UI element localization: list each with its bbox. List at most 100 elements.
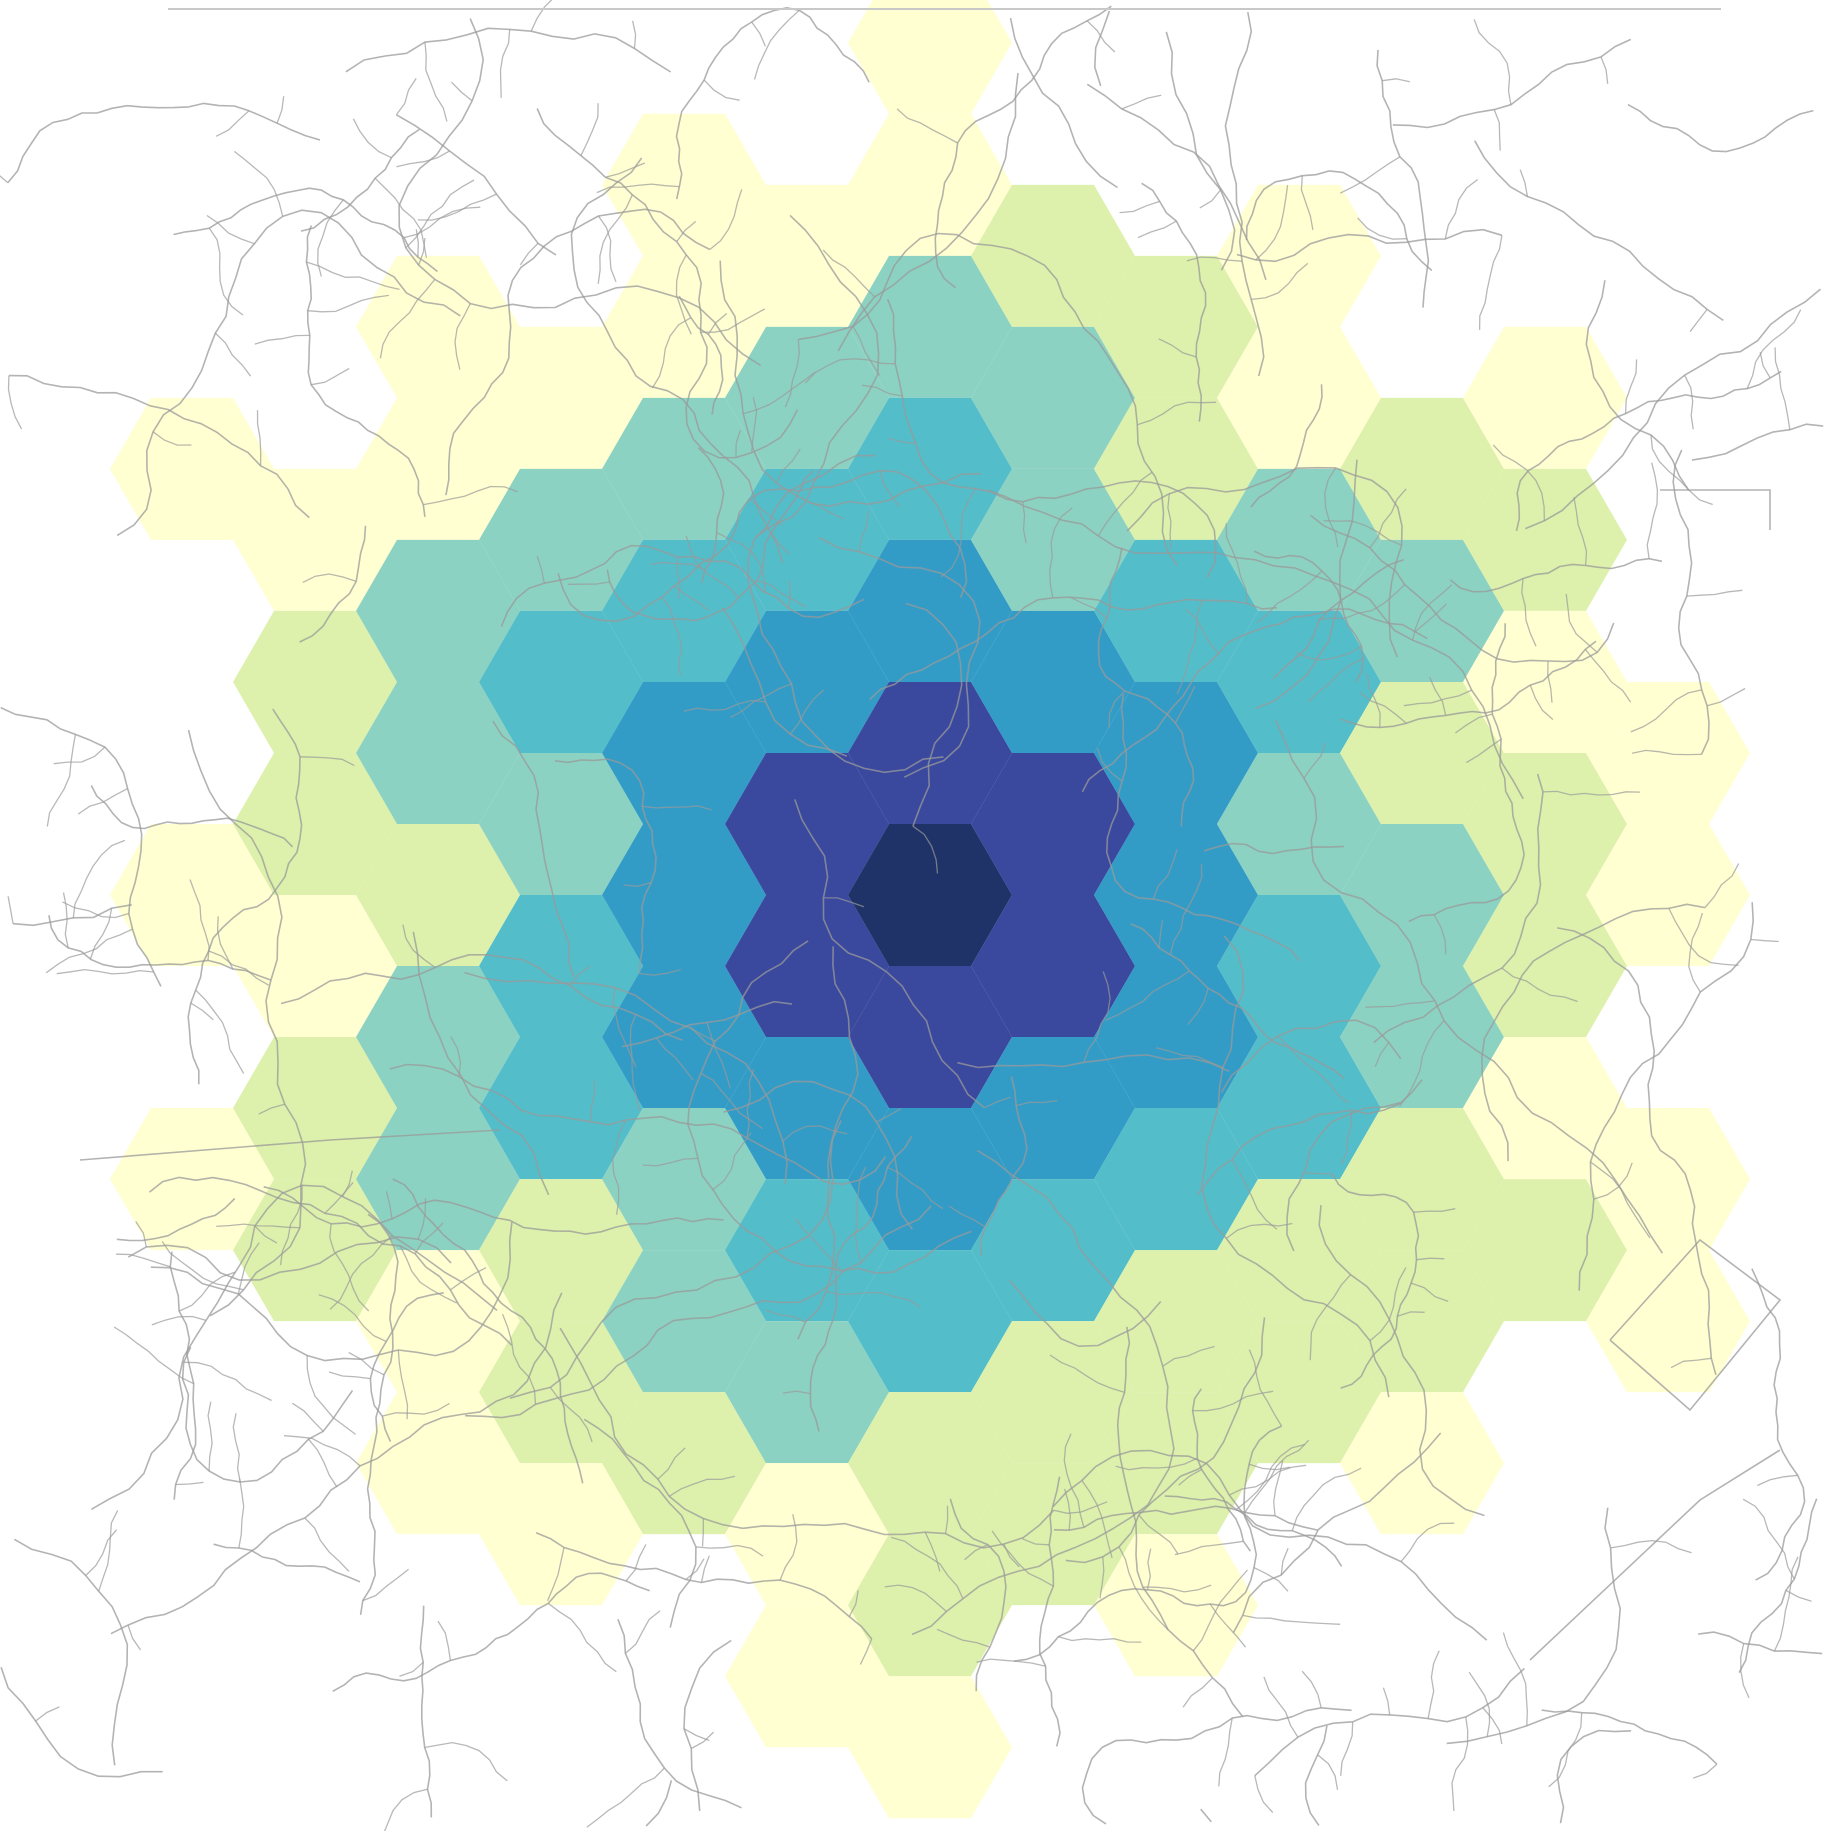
road-line — [116, 1253, 171, 1268]
road-line — [1245, 170, 1433, 272]
road-line — [1759, 351, 1771, 379]
road-line — [775, 448, 801, 484]
road-line — [392, 1178, 584, 1484]
road-line — [655, 1037, 694, 1081]
road-line — [1474, 140, 1724, 322]
road-line — [280, 953, 684, 1041]
hex-cell — [725, 1037, 889, 1180]
road-line — [675, 7, 870, 200]
hex-cell — [479, 326, 643, 469]
road-line — [237, 1242, 260, 1295]
road-line — [1295, 645, 1362, 661]
road-line — [1118, 1546, 1169, 1631]
road-line — [890, 1536, 964, 1599]
road-line — [1672, 449, 1710, 755]
road-line — [884, 1584, 947, 1612]
road-line — [362, 1568, 410, 1602]
hex-cell — [725, 1321, 889, 1464]
road-line — [396, 150, 450, 168]
road-line — [700, 308, 766, 333]
road-line — [1307, 657, 1364, 703]
road-line — [1165, 31, 1236, 271]
road-line — [735, 429, 741, 458]
road-line — [712, 1132, 752, 1191]
hex-cell — [1340, 1250, 1504, 1393]
road-line — [1009, 17, 1118, 189]
road-line — [1624, 359, 1638, 414]
road-line — [1684, 374, 1694, 430]
road-line — [1501, 967, 1578, 1003]
road-line — [1773, 1556, 1799, 1652]
hex-cell — [1217, 326, 1381, 469]
road-line — [888, 437, 916, 445]
road-line — [1274, 719, 1664, 1254]
road-line — [1446, 1507, 1621, 1745]
road-line — [302, 573, 357, 583]
road-line — [1291, 1467, 1362, 1531]
road-line — [1413, 1208, 1456, 1213]
road-line — [554, 758, 657, 974]
road-line — [238, 1478, 245, 1549]
road-line — [1740, 1643, 1750, 1699]
road-line — [964, 1544, 989, 1561]
road-line — [1704, 863, 1740, 909]
road-line — [283, 1435, 361, 1467]
road-line — [1070, 597, 1108, 619]
hex-cell — [1463, 1179, 1627, 1322]
hex-cell — [602, 539, 766, 682]
road-line — [700, 1555, 710, 1583]
hex-cell — [356, 397, 520, 540]
road-line — [382, 1402, 450, 1417]
hex-cell — [1340, 539, 1504, 682]
road-line — [750, 397, 758, 453]
hex-cell — [1586, 824, 1750, 966]
road-line — [784, 339, 800, 408]
road-line — [206, 214, 255, 245]
road-line — [1235, 1443, 1306, 1511]
hex-cell — [356, 824, 520, 966]
road-line — [389, 1063, 887, 1186]
road-line — [352, 118, 392, 159]
hex-cell — [725, 1463, 889, 1606]
road-line — [492, 720, 575, 978]
road-line — [1248, 1349, 1283, 1427]
road-line — [328, 1371, 371, 1380]
hex-cell — [1586, 1250, 1750, 1393]
road-line — [300, 128, 420, 232]
hex-cell — [1463, 753, 1627, 895]
hex-cell — [1094, 1108, 1258, 1251]
hex-cell — [1340, 1108, 1504, 1251]
road-line — [1081, 1707, 1352, 1825]
road-line — [216, 1223, 300, 1229]
hex-cell — [356, 539, 520, 682]
road-line — [570, 157, 784, 564]
road-line — [1650, 434, 1713, 506]
road-line — [621, 1000, 793, 1048]
road-line — [1176, 600, 1203, 695]
road-line — [596, 183, 680, 194]
road-line — [1053, 1505, 1318, 1531]
road-line — [48, 915, 271, 981]
road-line — [1428, 676, 1447, 716]
road-line — [809, 1135, 913, 1432]
road-line — [417, 193, 497, 221]
road-line — [1331, 1173, 1420, 1389]
road-line — [707, 313, 728, 335]
road-line — [1186, 256, 1243, 262]
road-line — [359, 1213, 399, 1616]
hex-cell — [725, 1605, 889, 1748]
road-line — [1408, 623, 1525, 923]
road-line — [90, 785, 294, 848]
road-line — [318, 1294, 387, 1343]
hex-cell — [725, 1179, 889, 1322]
road-line — [1742, 1498, 1795, 1580]
road-line — [1225, 1222, 1293, 1239]
road-line — [1502, 1632, 1528, 1726]
road-line — [675, 254, 692, 335]
road-line — [213, 1543, 361, 1583]
road-line — [178, 1271, 236, 1312]
road-line — [374, 177, 428, 258]
hex-cell — [971, 895, 1135, 1037]
